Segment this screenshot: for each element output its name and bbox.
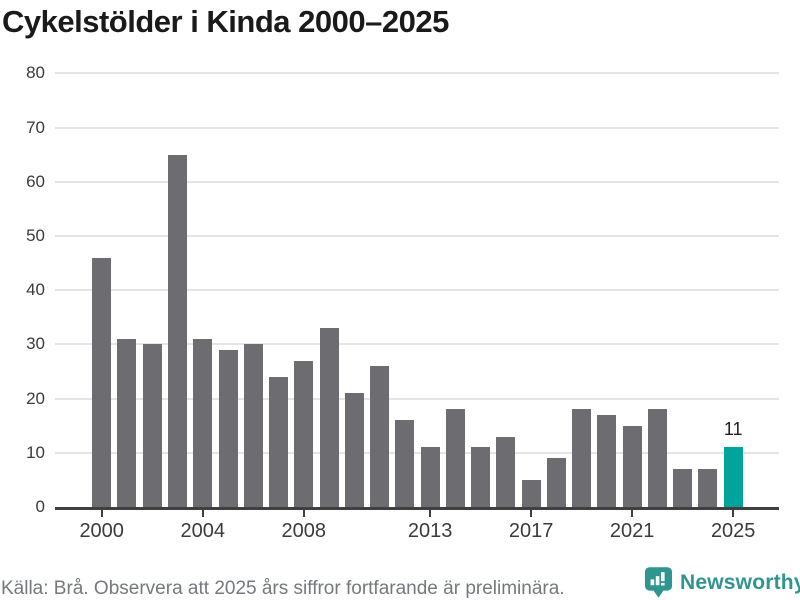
bar-2011 (370, 366, 390, 507)
y-axis-label: 30 (26, 334, 45, 354)
x-axis-label: 2013 (407, 520, 453, 542)
bar-2017 (521, 480, 541, 507)
bar-2003 (167, 155, 187, 507)
x-axis-tick-2025 (732, 510, 735, 517)
bar-2014 (445, 409, 465, 507)
bar-2023 (673, 469, 693, 507)
y-axis-label: 80 (26, 63, 45, 83)
bar-2012 (395, 420, 415, 507)
brand-name: Newsworthy (680, 570, 800, 594)
x-axis-tick-2008 (302, 510, 305, 517)
bar-2005 (218, 350, 238, 507)
x-axis-tick-2021 (631, 510, 634, 517)
gridline-70 (55, 126, 779, 129)
x-axis-line (55, 507, 779, 510)
newsworthy-logo: Newsworthy (645, 567, 800, 598)
source-note: Källa: Brå. Observera att 2025 års siffr… (1, 578, 565, 599)
bar-2018 (546, 458, 566, 507)
newsworthy-bubble-chart-icon (645, 567, 672, 598)
x-axis-label: 2008 (281, 520, 327, 542)
page-title: Cykelstölder i Kinda 2000–2025 (2, 4, 449, 39)
bar-2021 (622, 426, 642, 507)
bar-2002 (142, 344, 162, 507)
x-axis-label: 2017 (508, 520, 554, 542)
y-axis-label: 10 (26, 442, 45, 462)
bar-value-label: 11 (723, 419, 743, 439)
bar-2025 (723, 447, 743, 507)
bar-2008 (294, 361, 314, 507)
bar-2013 (420, 447, 440, 507)
x-axis-label: 2021 (609, 520, 655, 542)
bar-2019 (572, 409, 592, 507)
x-axis-tick-2017 (530, 510, 533, 517)
y-axis-label: 20 (26, 388, 45, 408)
y-axis-label: 50 (26, 226, 45, 245)
bar-2010 (344, 393, 364, 507)
gridline-20 (55, 397, 779, 400)
bar-2022 (647, 409, 667, 507)
x-axis-label: 2025 (710, 520, 756, 542)
bar-2020 (597, 415, 617, 507)
bar-2009 (319, 328, 339, 507)
x-axis-tick-2013 (429, 510, 432, 517)
bar-2016 (496, 437, 516, 507)
bar-2004 (193, 339, 213, 507)
bar-2007 (269, 377, 289, 507)
bar-2001 (117, 339, 137, 507)
gridline-60 (55, 180, 779, 183)
bar-2015 (471, 447, 491, 507)
y-axis-label: 60 (26, 171, 45, 191)
x-axis-label: 2004 (180, 520, 225, 542)
y-axis-label: 0 (35, 497, 45, 516)
x-axis-label: 2000 (79, 520, 124, 542)
gridline-30 (55, 343, 779, 346)
y-axis-label: 40 (26, 280, 45, 300)
x-axis-tick-2004 (201, 510, 204, 517)
gridline-50 (55, 235, 779, 237)
gridline-10 (55, 451, 779, 454)
y-axis-label: 70 (26, 117, 45, 137)
x-axis-tick-2000 (100, 510, 103, 517)
gridline-40 (55, 289, 779, 292)
bar-2024 (698, 469, 718, 507)
bar-2000 (92, 258, 112, 507)
gridline-80 (55, 72, 779, 75)
bar-2006 (243, 344, 263, 507)
